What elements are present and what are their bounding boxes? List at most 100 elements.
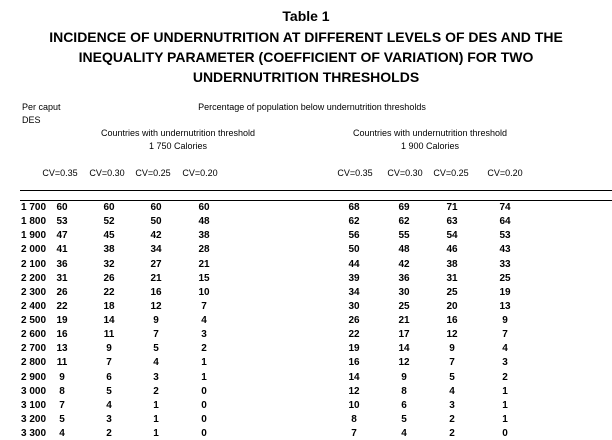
cell-value: 19: [56, 315, 68, 326]
group-threshold: 1 750 Calories: [148, 141, 208, 151]
cell-value: 55: [398, 230, 410, 242]
row-label: 2 800: [21, 357, 47, 369]
cell-value: 46: [446, 244, 458, 256]
cell-value: 0: [201, 385, 207, 397]
cell-value: 11: [56, 357, 68, 369]
cell-value: 60: [198, 202, 210, 213]
cell-value: 48: [398, 244, 410, 256]
cell-value: 1: [201, 357, 207, 369]
group-label: Countries with undernutrition threshold: [100, 128, 256, 138]
group-label: Countries with undernutrition threshold: [352, 128, 508, 138]
row-label-header: DES: [22, 115, 41, 125]
column-header: CV=0.20: [182, 168, 218, 178]
title-line: INCIDENCE OF UNDERNUTRITION AT DIFFERENT…: [49, 29, 563, 45]
row-label-header: Per caput: [22, 102, 61, 112]
cell-value: 25: [446, 286, 458, 298]
cell-value: 69: [398, 202, 410, 213]
cell-value: 30: [348, 300, 360, 312]
cell-value: 2: [449, 413, 455, 425]
cell-value: 1: [502, 413, 508, 425]
cell-value: 26: [103, 272, 115, 284]
cell-value: 34: [150, 244, 162, 256]
column-header: CV=0.25: [135, 168, 171, 178]
cell-value: 3: [449, 399, 455, 411]
cell-value: 53: [56, 216, 68, 228]
cell-value: 26: [348, 315, 360, 326]
cell-value: 1: [502, 385, 508, 397]
cell-value: 32: [103, 258, 115, 270]
column-header: CV=0.35: [337, 168, 373, 178]
table-number: Table 1: [282, 8, 330, 24]
cell-value: 38: [198, 230, 210, 242]
row-label: 2 000: [21, 244, 47, 256]
cell-value: 62: [398, 216, 410, 228]
cell-value: 2: [502, 371, 508, 383]
column-header: CV=0.20: [487, 168, 523, 178]
rule: [20, 200, 612, 201]
row-label: 3 200: [21, 413, 47, 425]
row-label: 2 300: [21, 286, 47, 298]
cell-value: 28: [198, 244, 210, 256]
cell-value: 9: [502, 315, 508, 326]
column-header: CV=0.30: [387, 168, 423, 178]
cell-value: 16: [56, 329, 68, 341]
cell-value: 19: [499, 286, 511, 298]
row-label: 2 900: [21, 371, 47, 383]
cell-value: 6: [106, 371, 112, 383]
cell-value: 16: [150, 286, 162, 298]
cell-value: 9: [449, 343, 455, 355]
cell-value: 41: [56, 244, 68, 256]
cell-value: 60: [150, 202, 162, 213]
cell-value: 36: [398, 272, 410, 284]
cell-value: 31: [56, 272, 68, 284]
cell-value: 31: [446, 272, 458, 284]
row-label: 2 600: [21, 329, 47, 341]
cell-value: 3: [502, 357, 508, 369]
cell-value: 39: [348, 272, 360, 284]
spanner: Percentage of population below undernutr…: [198, 102, 426, 112]
cell-value: 15: [198, 272, 210, 284]
cell-value: 3: [106, 413, 112, 425]
cell-value: 50: [348, 244, 360, 256]
cell-value: 43: [499, 244, 511, 256]
cell-value: 11: [103, 329, 115, 341]
cell-value: 64: [499, 216, 511, 228]
cell-value: 30: [398, 286, 410, 298]
cell-value: 2: [201, 343, 207, 355]
cell-value: 25: [398, 300, 410, 312]
cell-value: 5: [59, 413, 65, 425]
cell-value: 4: [502, 343, 508, 355]
cell-value: 8: [351, 413, 357, 425]
cell-value: 42: [150, 230, 162, 242]
cell-value: 5: [153, 343, 159, 355]
cell-value: 33: [499, 258, 511, 270]
cell-value: 17: [398, 329, 410, 341]
cell-value: 5: [449, 371, 455, 383]
cell-value: 9: [59, 371, 65, 383]
cell-value: 16: [348, 357, 360, 369]
cell-value: 2: [106, 428, 112, 439]
cell-value: 5: [401, 413, 407, 425]
cell-value: 0: [502, 428, 508, 439]
cell-value: 52: [103, 216, 115, 228]
cell-value: 0: [201, 399, 207, 411]
column-header: CV=0.30: [89, 168, 125, 178]
cell-value: 10: [198, 286, 210, 298]
row-label: 2 700: [21, 343, 47, 355]
group-threshold: 1 900 Calories: [400, 141, 460, 151]
cell-value: 14: [348, 371, 360, 383]
cell-value: 45: [103, 230, 115, 242]
cell-value: 0: [201, 413, 207, 425]
cell-value: 7: [106, 357, 112, 369]
cell-value: 60: [103, 202, 115, 213]
cell-value: 53: [499, 230, 511, 242]
cell-value: 7: [502, 329, 508, 341]
cell-value: 21: [398, 315, 410, 326]
cell-value: 4: [401, 428, 407, 439]
cell-value: 13: [56, 343, 68, 355]
row-label: 2 500: [21, 315, 47, 326]
cell-value: 12: [398, 357, 410, 369]
cell-value: 1: [153, 413, 159, 425]
cell-value: 8: [401, 385, 407, 397]
